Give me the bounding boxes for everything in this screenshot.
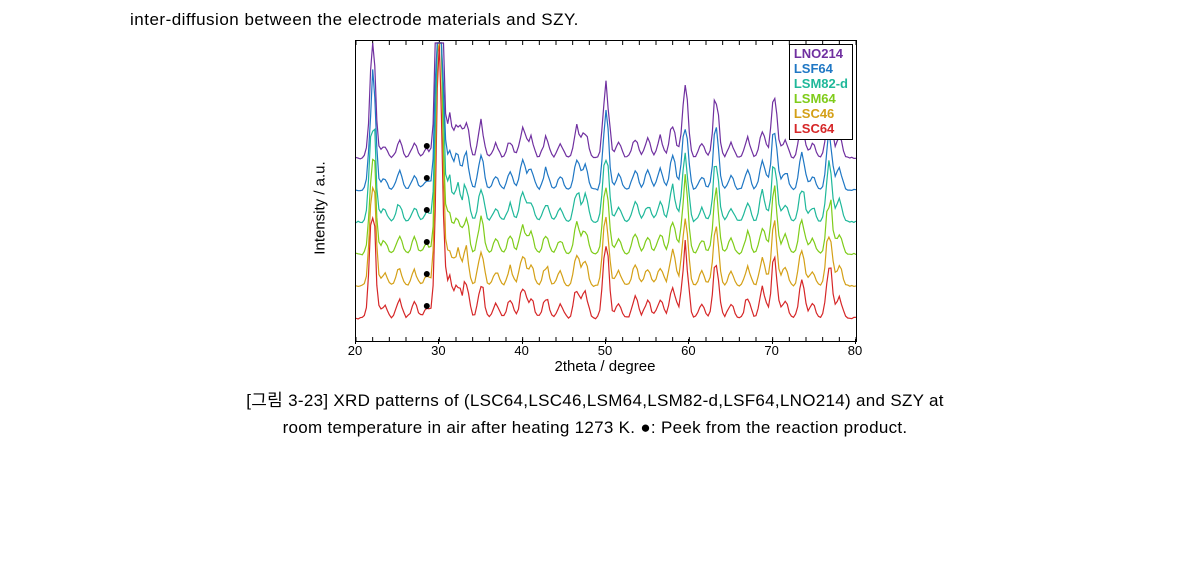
x-axis-label: 2theta / degree bbox=[355, 358, 855, 375]
legend-item: LSM82-d bbox=[794, 77, 848, 92]
figure-container: Intensity / a.u. LNO214LSF64LSM82-dLSM64… bbox=[60, 40, 1130, 441]
page: inter-diffusion between the electrode ma… bbox=[0, 0, 1190, 563]
x-tick-label: 70 bbox=[764, 343, 778, 358]
xrd-svg bbox=[356, 41, 856, 341]
xrd-plot-area: LNO214LSF64LSM82-dLSM64LSC46LSC64 bbox=[355, 40, 857, 342]
x-ticks-row: 20304050607080 bbox=[355, 340, 855, 360]
body-text: inter-diffusion between the electrode ma… bbox=[130, 10, 1130, 30]
x-tick-label: 40 bbox=[514, 343, 528, 358]
x-tick-label: 30 bbox=[431, 343, 445, 358]
caption-line2: room temperature in air after heating 12… bbox=[283, 418, 908, 437]
caption-line1: [그림 3-23] XRD patterns of (LSC64,LSC46,L… bbox=[246, 391, 944, 410]
figure-caption: [그림 3-23] XRD patterns of (LSC64,LSC46,L… bbox=[246, 387, 944, 441]
legend-item: LSC64 bbox=[794, 122, 848, 137]
legend-item: LSC46 bbox=[794, 107, 848, 122]
y-axis-label: Intensity / a.u. bbox=[312, 161, 329, 254]
legend-item: LNO214 bbox=[794, 47, 848, 62]
chart-legend: LNO214LSF64LSM82-dLSM64LSC46LSC64 bbox=[789, 44, 853, 140]
x-tick-label: 60 bbox=[681, 343, 695, 358]
legend-item: LSM64 bbox=[794, 92, 848, 107]
x-tick-label: 80 bbox=[848, 343, 862, 358]
legend-item: LSF64 bbox=[794, 62, 848, 77]
x-tick-label: 50 bbox=[598, 343, 612, 358]
x-tick-label: 20 bbox=[348, 343, 362, 358]
chart-box: Intensity / a.u. LNO214LSF64LSM82-dLSM64… bbox=[315, 40, 875, 375]
